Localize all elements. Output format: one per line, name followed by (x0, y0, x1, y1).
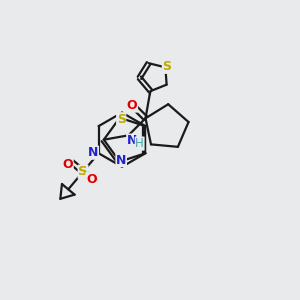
Text: S: S (78, 165, 88, 178)
Text: S: S (162, 60, 171, 73)
Text: O: O (86, 173, 97, 186)
Text: N: N (116, 154, 126, 166)
Text: H: H (135, 137, 144, 150)
Text: O: O (127, 99, 137, 112)
Text: O: O (62, 158, 73, 171)
Text: N: N (127, 134, 137, 147)
Text: N: N (88, 146, 98, 159)
Text: S: S (117, 113, 126, 126)
